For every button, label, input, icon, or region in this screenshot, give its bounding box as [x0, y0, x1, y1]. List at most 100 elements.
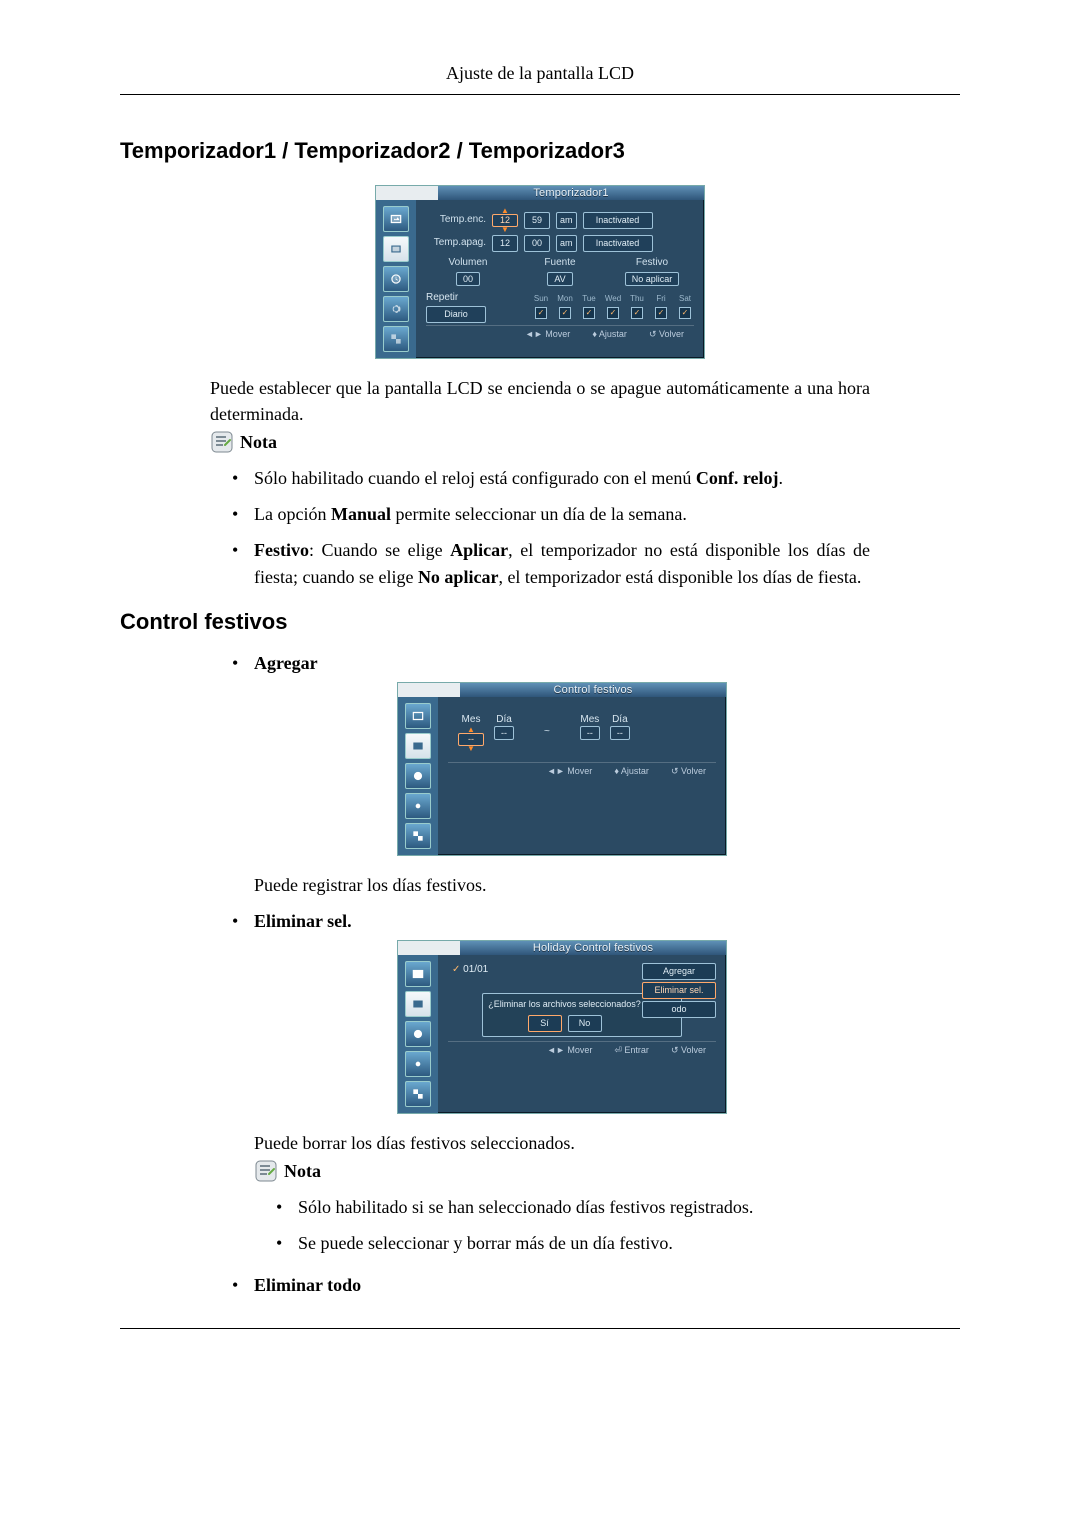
chk-mon[interactable]: ✓ — [559, 307, 571, 319]
picture-icon[interactable] — [383, 206, 409, 232]
osd-sidebar — [376, 200, 416, 358]
multi-icon[interactable] — [405, 823, 431, 849]
src-value[interactable]: AV — [547, 272, 572, 286]
gear-icon[interactable] — [405, 793, 431, 819]
side-add[interactable]: Agregar — [642, 963, 716, 980]
row-on: Temp.enc. ▲12▼ 59 am Inactivated — [426, 208, 694, 233]
off-state[interactable]: Inactivated — [583, 235, 653, 252]
dia2-label: Día — [610, 713, 630, 728]
chk-sat[interactable]: ✓ — [679, 307, 691, 319]
holiday-heading: Control festivos — [120, 606, 960, 638]
vol-value[interactable]: 00 — [456, 272, 480, 286]
day-wed: Wed — [604, 293, 622, 305]
side-buttons: Agregar Eliminar sel. odo — [642, 961, 716, 1020]
delsel-bullet-2: Se puede seleccionar y borrar más de un … — [276, 1230, 870, 1256]
timer-bullets: Sólo habilitado cuando el reloj está con… — [120, 465, 960, 589]
side-delsel[interactable]: Eliminar sel. — [642, 982, 716, 999]
multi-icon[interactable] — [383, 326, 409, 352]
mes2-label: Mes — [580, 713, 600, 728]
delsel-label: Eliminar sel. — [254, 911, 352, 931]
col3: Volumen00 FuenteAV FestivoNo aplicar — [426, 256, 694, 287]
mes2-val[interactable]: -- — [580, 726, 600, 740]
off-min[interactable]: 00 — [524, 235, 550, 252]
item-delall: Eliminar todo — [232, 1272, 870, 1298]
off-hour[interactable]: 12 — [492, 235, 518, 252]
off-label: Temp.apag. — [426, 236, 486, 251]
day-sat: Sat — [676, 293, 694, 305]
page: Ajuste de la pantalla LCD Temporizador1 … — [0, 0, 1080, 1369]
hol-value[interactable]: No aplicar — [625, 272, 680, 286]
osd-titlebar: Temporizador1 — [376, 186, 704, 200]
day-tue: Tue — [580, 293, 598, 305]
on-ampm[interactable]: am — [556, 212, 577, 229]
nota-icon — [210, 430, 234, 454]
gear-icon[interactable] — [383, 296, 409, 322]
dia1-val[interactable]: -- — [494, 726, 514, 740]
footer-back: ↺ Volver — [649, 328, 684, 341]
days-checks: ✓ ✓ ✓ ✓ ✓ ✓ ✓ — [510, 307, 694, 319]
nota-icon — [254, 1159, 278, 1183]
delsel-bullet-1: Sólo habilitado si se han seleccionado d… — [276, 1194, 870, 1220]
multi-icon[interactable] — [405, 1081, 431, 1107]
row-off: Temp.apag. 12 00 am Inactivated — [426, 235, 694, 252]
picture-icon[interactable] — [405, 961, 431, 987]
add-desc: Puede registrar los días festivos. — [254, 872, 870, 898]
off-ampm[interactable]: am — [556, 235, 577, 252]
add-osd-title: Control festivos — [460, 683, 726, 697]
on-min[interactable]: 59 — [524, 212, 550, 229]
footer-adjust: ♦ Ajustar — [592, 328, 627, 341]
days-header: Sun Mon Tue Wed Thu Fri Sat — [510, 293, 694, 305]
repeat-row: Repetir Diario Sun Mon Tue Wed Thu Fri — [426, 291, 694, 323]
src-label: Fuente — [518, 256, 602, 271]
chk-tue[interactable]: ✓ — [583, 307, 595, 319]
footer-rule — [120, 1328, 960, 1329]
dialog-no[interactable]: No — [568, 1015, 602, 1032]
tilde: ~ — [544, 725, 550, 740]
delall-label: Eliminar todo — [254, 1275, 361, 1295]
chk-fri[interactable]: ✓ — [655, 307, 667, 319]
gear-icon[interactable] — [405, 1051, 431, 1077]
day-thu: Thu — [628, 293, 646, 305]
timer-paragraph: Puede establecer que la pantalla LCD se … — [120, 375, 960, 427]
clock-icon[interactable] — [383, 266, 409, 292]
on-label: Temp.enc. — [426, 213, 486, 228]
delsel-osd-sidebar — [398, 955, 438, 1113]
chk-wed[interactable]: ✓ — [607, 307, 619, 319]
dia1-label: Día — [494, 713, 514, 728]
vol-label: Volumen — [426, 256, 510, 271]
picture-icon[interactable] — [405, 703, 431, 729]
input-icon[interactable] — [405, 733, 431, 759]
chk-thu[interactable]: ✓ — [631, 307, 643, 319]
item-delsel: Eliminar sel. Holiday Control festivos — [232, 908, 870, 1256]
clock-icon[interactable] — [405, 1021, 431, 1047]
osd-main: Temp.enc. ▲12▼ 59 am Inactivated Temp.ap… — [416, 200, 704, 358]
osd-title: Temporizador1 — [438, 186, 704, 200]
bullet-1: Sólo habilitado cuando el reloj está con… — [232, 465, 870, 491]
repeat-label: Repetir — [426, 291, 504, 306]
timer-heading: Temporizador1 / Temporizador2 / Temporiz… — [120, 135, 960, 167]
timer-osd-wrap: Temporizador1 Temp.enc. ▲12▼ 59 am — [120, 179, 960, 375]
input-icon[interactable] — [405, 991, 431, 1017]
add-osd: Control festivos Mes — [397, 682, 727, 856]
dia2-val[interactable]: -- — [610, 726, 630, 740]
chk-sun[interactable]: ✓ — [535, 307, 547, 319]
day-mon: Mon — [556, 293, 574, 305]
delsel-desc: Puede borrar los días festivos seleccion… — [254, 1130, 870, 1156]
bullet-2: La opción Manual permite seleccionar un … — [232, 501, 870, 527]
side-delall[interactable]: odo — [642, 1001, 716, 1018]
repeat-value[interactable]: Diario — [426, 306, 486, 323]
clock-icon[interactable] — [405, 763, 431, 789]
osd-title-spacer — [376, 186, 438, 200]
input-icon[interactable] — [383, 236, 409, 262]
bullet-3: Festivo: Cuando se elige Aplicar, el tem… — [232, 537, 870, 589]
add-label: Agregar — [254, 653, 318, 673]
delsel-osd-title: Holiday Control festivos — [460, 941, 726, 955]
down-arrow-icon[interactable]: ▼ — [501, 227, 509, 233]
on-state[interactable]: Inactivated — [583, 212, 653, 229]
page-header: Ajuste de la pantalla LCD — [120, 60, 960, 95]
dialog-yes[interactable]: Sí — [528, 1015, 562, 1032]
item-add: Agregar Control festivos — [232, 650, 870, 898]
nota-label-1: Nota — [240, 429, 277, 455]
osd-body: Temp.enc. ▲12▼ 59 am Inactivated Temp.ap… — [376, 200, 704, 358]
footer-move: ◄► Mover — [525, 328, 570, 341]
